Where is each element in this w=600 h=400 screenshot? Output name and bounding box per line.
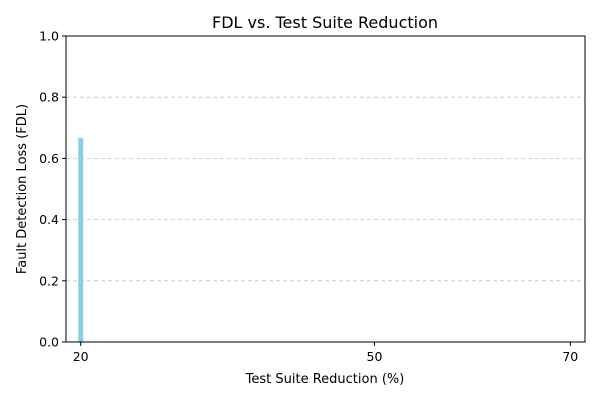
y-tick-label: 0.6 [39,151,59,166]
x-axis: 20 50 70 [73,342,578,364]
x-axis-label: Test Suite Reduction (%) [245,372,405,387]
x-tick-label: 70 [562,349,578,364]
bars [78,137,84,342]
chart-title: FDL vs. Test Suite Reduction [212,13,438,32]
y-tick-label: 0.0 [39,335,59,350]
y-axis: 0.0 0.2 0.4 0.6 0.8 1.0 [39,29,66,350]
x-tick-label: 20 [73,349,89,364]
plot-frame [65,35,586,343]
bar [78,137,84,342]
y-axis-label: Fault Detection Loss (FDL) [15,104,30,274]
grid [66,96,585,282]
y-tick-label: 0.4 [39,212,59,227]
x-tick-label: 50 [367,349,383,364]
y-tick-label: 0.2 [39,273,59,288]
y-tick-label: 1.0 [39,29,59,44]
y-tick-label: 0.8 [39,90,59,105]
